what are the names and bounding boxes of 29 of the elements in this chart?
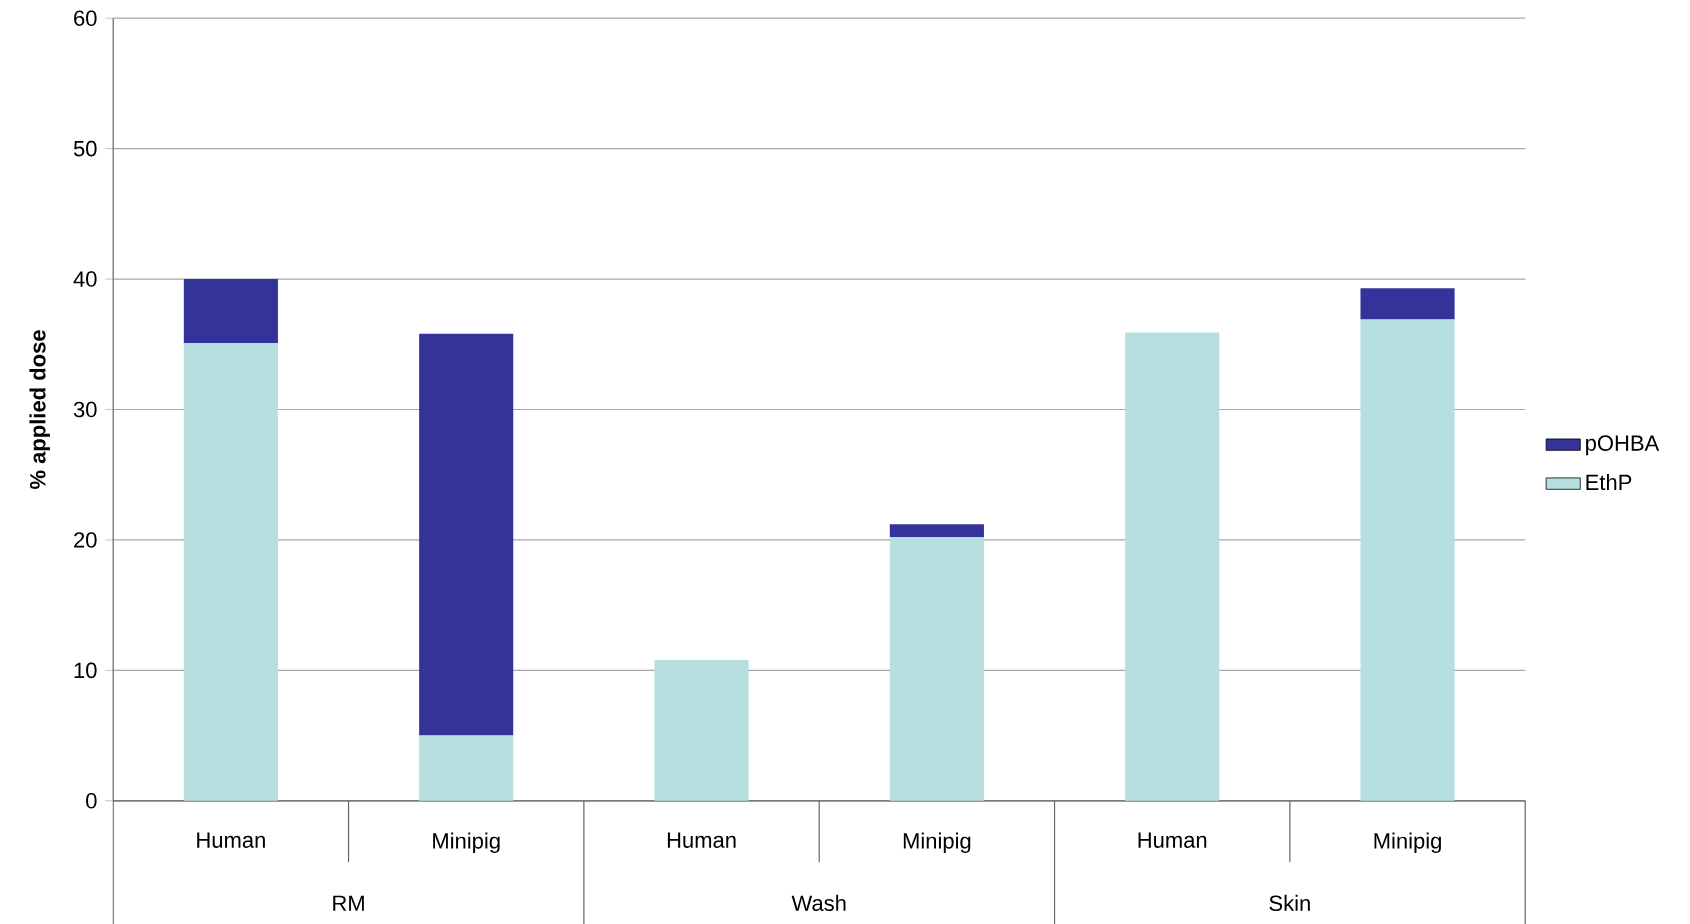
bar [183, 342, 278, 801]
bar [419, 735, 514, 801]
bar [1360, 288, 1455, 320]
y-tick-label: 40 [73, 271, 97, 287]
bar [183, 279, 278, 343]
x-tick-label: Minipig [903, 832, 971, 854]
x-tick-label: Human [667, 832, 736, 848]
y-tick-label: 30 [73, 401, 97, 418]
legend-label: pOHBA [1586, 435, 1660, 456]
legend-label: EthP [1586, 473, 1632, 491]
bar [419, 333, 514, 736]
y-tick-label: 10 [74, 662, 97, 679]
bar [654, 659, 749, 801]
text: RM [333, 895, 364, 911]
bar [1360, 319, 1455, 801]
x-tick-label: Human [197, 832, 265, 848]
y-tick-label: 60 [74, 10, 97, 26]
y-tick-label: 20 [74, 532, 97, 548]
bar [889, 537, 984, 801]
x-tick-label: Minipig [1374, 832, 1441, 854]
y-axis-title: % applied dose [29, 330, 50, 490]
text: Wash [791, 894, 846, 912]
x-tick-label: Human [1138, 832, 1207, 848]
bar [1125, 332, 1220, 801]
y-tick-label: 0 [86, 793, 97, 809]
y-tick-label: 50 [73, 140, 97, 157]
text: Skin [1269, 894, 1310, 912]
bar [889, 524, 984, 538]
x-tick-label: Minipig [433, 832, 500, 854]
